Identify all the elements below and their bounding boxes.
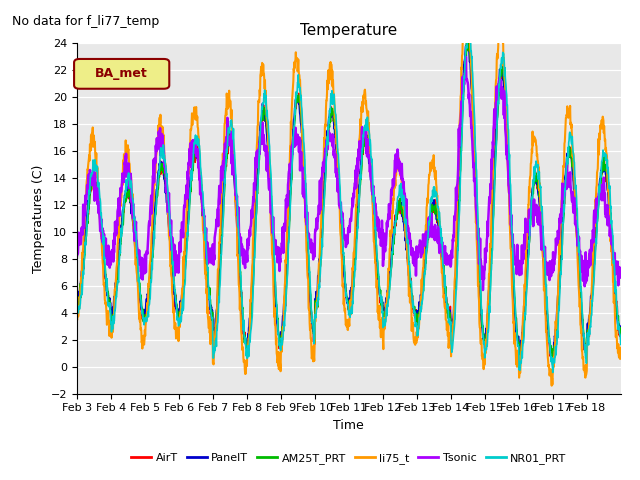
NR01_PRT	[335, 151, 342, 157]
PanelT	[548, 356, 556, 362]
PanelT	[611, 283, 618, 289]
Text: No data for f_li77_temp: No data for f_li77_temp	[12, 15, 159, 28]
AM25T_PRT	[158, 168, 166, 173]
NR01_PRT	[557, 264, 565, 270]
li75_t	[335, 188, 342, 194]
li75_t	[477, 336, 485, 342]
AirT	[516, 363, 524, 369]
li75_t	[324, 70, 332, 75]
Line: Tsonic: Tsonic	[77, 57, 621, 290]
Tsonic	[462, 54, 470, 60]
Tsonic	[158, 131, 166, 137]
AM25T_PRT	[324, 128, 332, 133]
Line: AM25T_PRT: AM25T_PRT	[77, 41, 621, 364]
X-axis label: Time: Time	[333, 419, 364, 432]
AM25T_PRT	[549, 361, 557, 367]
AirT	[158, 164, 166, 170]
PanelT	[477, 317, 485, 323]
AM25T_PRT	[464, 38, 472, 44]
NR01_PRT	[73, 309, 81, 315]
Title: Temperature: Temperature	[300, 23, 397, 38]
AirT	[463, 35, 471, 40]
FancyBboxPatch shape	[74, 59, 169, 89]
PanelT	[73, 303, 81, 309]
AirT	[557, 249, 565, 254]
PanelT	[158, 159, 166, 165]
AirT	[477, 312, 485, 318]
li75_t	[548, 383, 556, 388]
NR01_PRT	[477, 300, 485, 306]
PanelT	[463, 40, 471, 46]
PanelT	[335, 180, 342, 185]
Line: NR01_PRT: NR01_PRT	[77, 30, 621, 372]
Y-axis label: Temperatures (C): Temperatures (C)	[32, 164, 45, 273]
AM25T_PRT	[335, 161, 342, 167]
Tsonic	[73, 252, 81, 258]
NR01_PRT	[465, 27, 472, 33]
Line: li75_t: li75_t	[77, 30, 621, 385]
Legend: AirT, PanelT, AM25T_PRT, li75_t, Tsonic, NR01_PRT: AirT, PanelT, AM25T_PRT, li75_t, Tsonic,…	[127, 448, 571, 468]
Tsonic	[557, 206, 565, 212]
AM25T_PRT	[557, 256, 565, 262]
Tsonic	[324, 137, 332, 143]
Text: BA_met: BA_met	[95, 67, 148, 80]
li75_t	[611, 292, 618, 298]
AM25T_PRT	[611, 277, 618, 283]
Tsonic	[477, 263, 485, 268]
NR01_PRT	[611, 264, 618, 269]
AirT	[324, 129, 332, 135]
Tsonic	[611, 259, 618, 264]
AirT	[611, 278, 618, 284]
Tsonic	[617, 275, 625, 280]
Tsonic	[479, 287, 487, 293]
PanelT	[557, 236, 565, 241]
li75_t	[617, 348, 625, 354]
li75_t	[460, 27, 467, 33]
Line: AirT: AirT	[77, 37, 621, 366]
Line: PanelT: PanelT	[77, 43, 621, 359]
li75_t	[73, 313, 81, 319]
NR01_PRT	[617, 342, 625, 348]
AirT	[335, 171, 342, 177]
NR01_PRT	[549, 370, 557, 375]
AirT	[617, 335, 625, 340]
AM25T_PRT	[617, 325, 625, 331]
PanelT	[324, 125, 332, 131]
AM25T_PRT	[477, 300, 485, 306]
li75_t	[557, 208, 565, 214]
AirT	[73, 296, 81, 302]
li75_t	[158, 123, 166, 129]
PanelT	[617, 324, 625, 330]
AM25T_PRT	[73, 309, 81, 315]
NR01_PRT	[158, 149, 166, 155]
NR01_PRT	[324, 124, 332, 130]
Tsonic	[335, 183, 342, 189]
